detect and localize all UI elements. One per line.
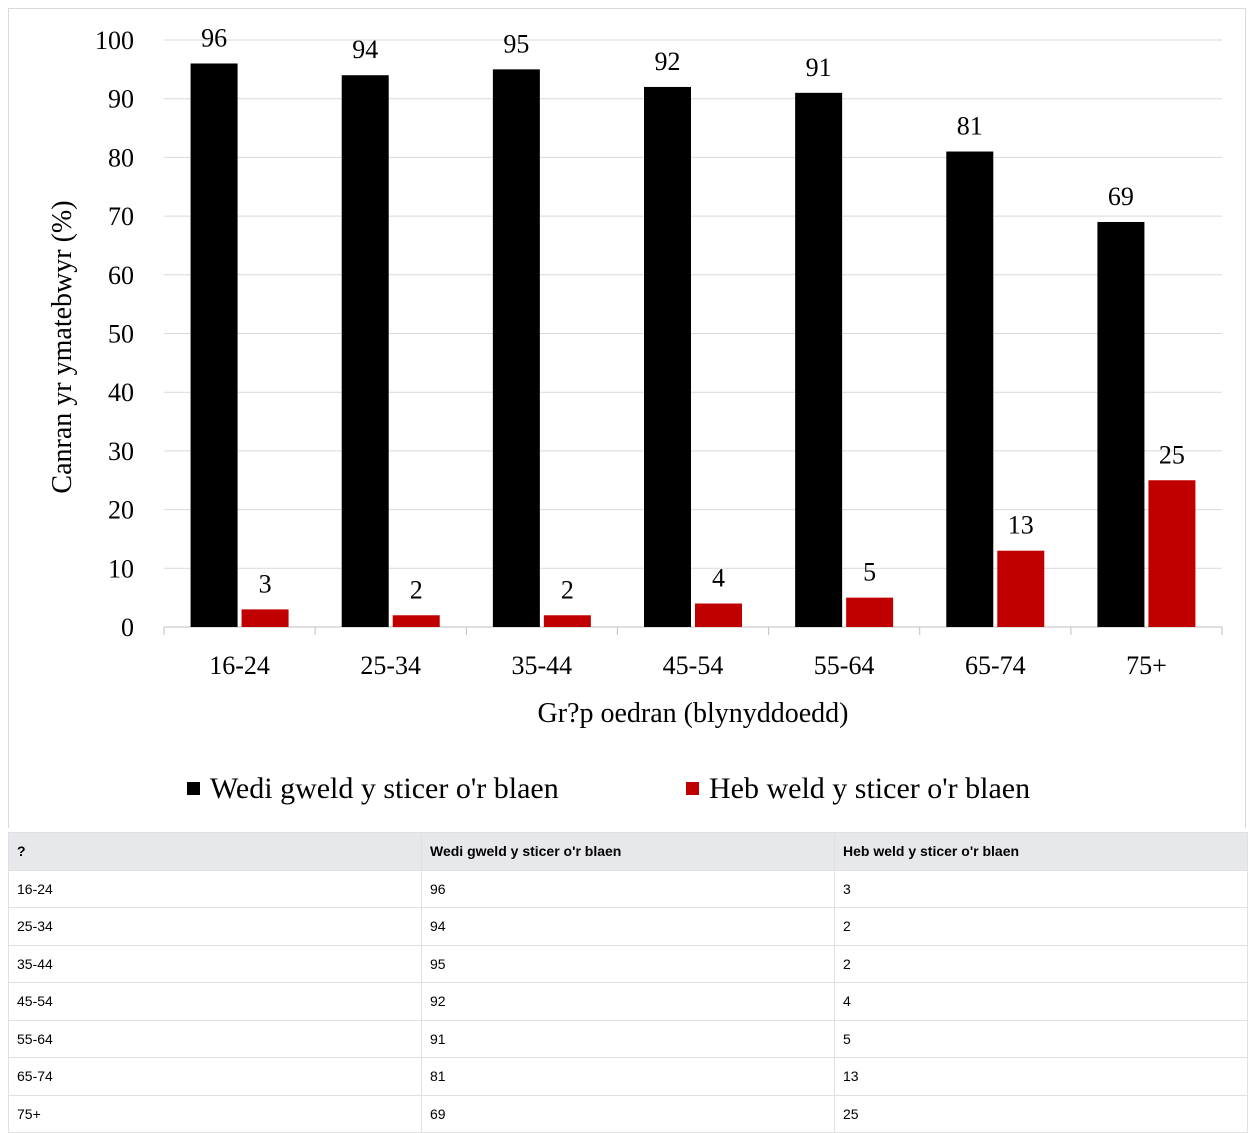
table-cell: 69 xyxy=(421,1094,835,1133)
table-cell: 75+ xyxy=(8,1094,422,1133)
bar-seen xyxy=(341,75,389,628)
data-table: ? Wedi gweld y sticer o'r blaen Heb weld… xyxy=(8,832,1248,1133)
table-cell: 3 xyxy=(834,869,1248,908)
data-label: 3 xyxy=(259,569,272,598)
x-tick-label: 25-34 xyxy=(360,651,421,680)
bar-chart: 0 10 20 30 40 50 60 70 80 90 100 96 3 16-24 94 2 25-34 95… xyxy=(47,23,1223,805)
y-tick-label: 10 xyxy=(108,554,134,583)
bar-not-seen xyxy=(241,609,289,627)
legend-swatch xyxy=(187,782,200,795)
x-tick-label: 35-44 xyxy=(512,651,573,680)
table-cell: 65-74 xyxy=(8,1057,422,1096)
x-axis-title: Gr?p oedran (blynyddoedd) xyxy=(537,698,848,729)
bar-seen xyxy=(795,92,843,627)
table-row: 25-34 94 2 xyxy=(8,907,1248,946)
table-cell: 2 xyxy=(834,944,1248,983)
table-cell: 81 xyxy=(421,1057,835,1096)
bar-seen xyxy=(946,151,994,627)
table-header-cell: Heb weld y sticer o'r blaen xyxy=(834,832,1248,871)
x-tick-label: 75+ xyxy=(1126,651,1167,680)
data-label: 2 xyxy=(561,575,574,604)
data-label: 4 xyxy=(712,564,725,593)
table-row: 75+ 69 25 xyxy=(8,1094,1248,1133)
chart-frame xyxy=(8,8,1246,828)
table-row: 35-44 95 2 xyxy=(8,944,1248,983)
x-tick-label: 65-74 xyxy=(965,651,1026,680)
table-cell: 25-34 xyxy=(8,907,422,946)
bar-not-seen xyxy=(846,597,894,627)
data-label: 96 xyxy=(201,23,227,52)
y-tick-label: 50 xyxy=(108,320,134,349)
table-header-cell: Wedi gweld y sticer o'r blaen xyxy=(421,832,835,871)
bar-not-seen xyxy=(695,603,742,627)
y-tick-label: 80 xyxy=(108,143,134,172)
table-cell: 95 xyxy=(421,944,835,983)
bar-not-seen xyxy=(543,615,591,627)
legend-label: Wedi gweld y sticer o'r blaen xyxy=(210,772,559,805)
table-cell: 45-54 xyxy=(8,982,422,1021)
x-tick-label: 55-64 xyxy=(814,651,875,680)
data-label: 95 xyxy=(503,29,529,58)
y-tick-label: 40 xyxy=(108,378,134,407)
table-cell: 55-64 xyxy=(8,1019,422,1058)
y-axis-title: Canran yr ymatebwyr (%) xyxy=(47,200,78,493)
legend-label: Heb weld y sticer o'r blaen xyxy=(709,772,1030,805)
table-cell: 4 xyxy=(834,982,1248,1021)
x-tick-label: 45-54 xyxy=(663,651,724,680)
table-cell: 92 xyxy=(421,982,835,1021)
bar-seen xyxy=(644,86,691,627)
y-tick-label: 0 xyxy=(121,613,134,642)
table-header-cell: ? xyxy=(8,832,422,871)
data-label: 2 xyxy=(410,575,423,604)
bar-seen xyxy=(190,63,238,628)
data-label: 13 xyxy=(1008,511,1034,540)
data-label: 91 xyxy=(806,53,832,82)
bar-seen xyxy=(1097,221,1145,627)
table-cell: 13 xyxy=(834,1057,1248,1096)
table-row: 65-74 81 13 xyxy=(8,1057,1248,1096)
y-tick-label: 100 xyxy=(95,26,134,55)
data-label: 81 xyxy=(957,112,983,141)
y-tick-label: 20 xyxy=(108,496,134,525)
y-tick-label: 60 xyxy=(108,261,134,290)
bar-not-seen xyxy=(1148,480,1196,627)
y-tick-label: 90 xyxy=(108,85,134,114)
data-label: 69 xyxy=(1108,182,1134,211)
bar-not-seen xyxy=(392,615,440,627)
x-tick-label: 16-24 xyxy=(209,651,270,680)
table-cell: 16-24 xyxy=(8,869,422,908)
data-label: 92 xyxy=(655,47,681,76)
table-cell: 25 xyxy=(834,1094,1248,1133)
table-cell: 94 xyxy=(421,907,835,946)
bar-seen xyxy=(492,69,540,628)
data-label: 94 xyxy=(352,35,378,64)
table-cell: 5 xyxy=(834,1019,1248,1058)
data-label: 25 xyxy=(1159,440,1185,469)
table-row: 55-64 91 5 xyxy=(8,1019,1248,1058)
table-header-row: ? Wedi gweld y sticer o'r blaen Heb weld… xyxy=(8,832,1248,871)
y-tick-label: 70 xyxy=(108,202,134,231)
table-cell: 2 xyxy=(834,907,1248,946)
y-tick-label: 30 xyxy=(108,437,134,466)
bar-not-seen xyxy=(997,550,1045,627)
table-row: 45-54 92 4 xyxy=(8,982,1248,1021)
table-cell: 96 xyxy=(421,869,835,908)
data-label: 5 xyxy=(863,558,876,587)
table-cell: 35-44 xyxy=(8,944,422,983)
table-cell: 91 xyxy=(421,1019,835,1058)
table-row: 16-24 96 3 xyxy=(8,869,1248,908)
legend-swatch xyxy=(686,782,699,795)
